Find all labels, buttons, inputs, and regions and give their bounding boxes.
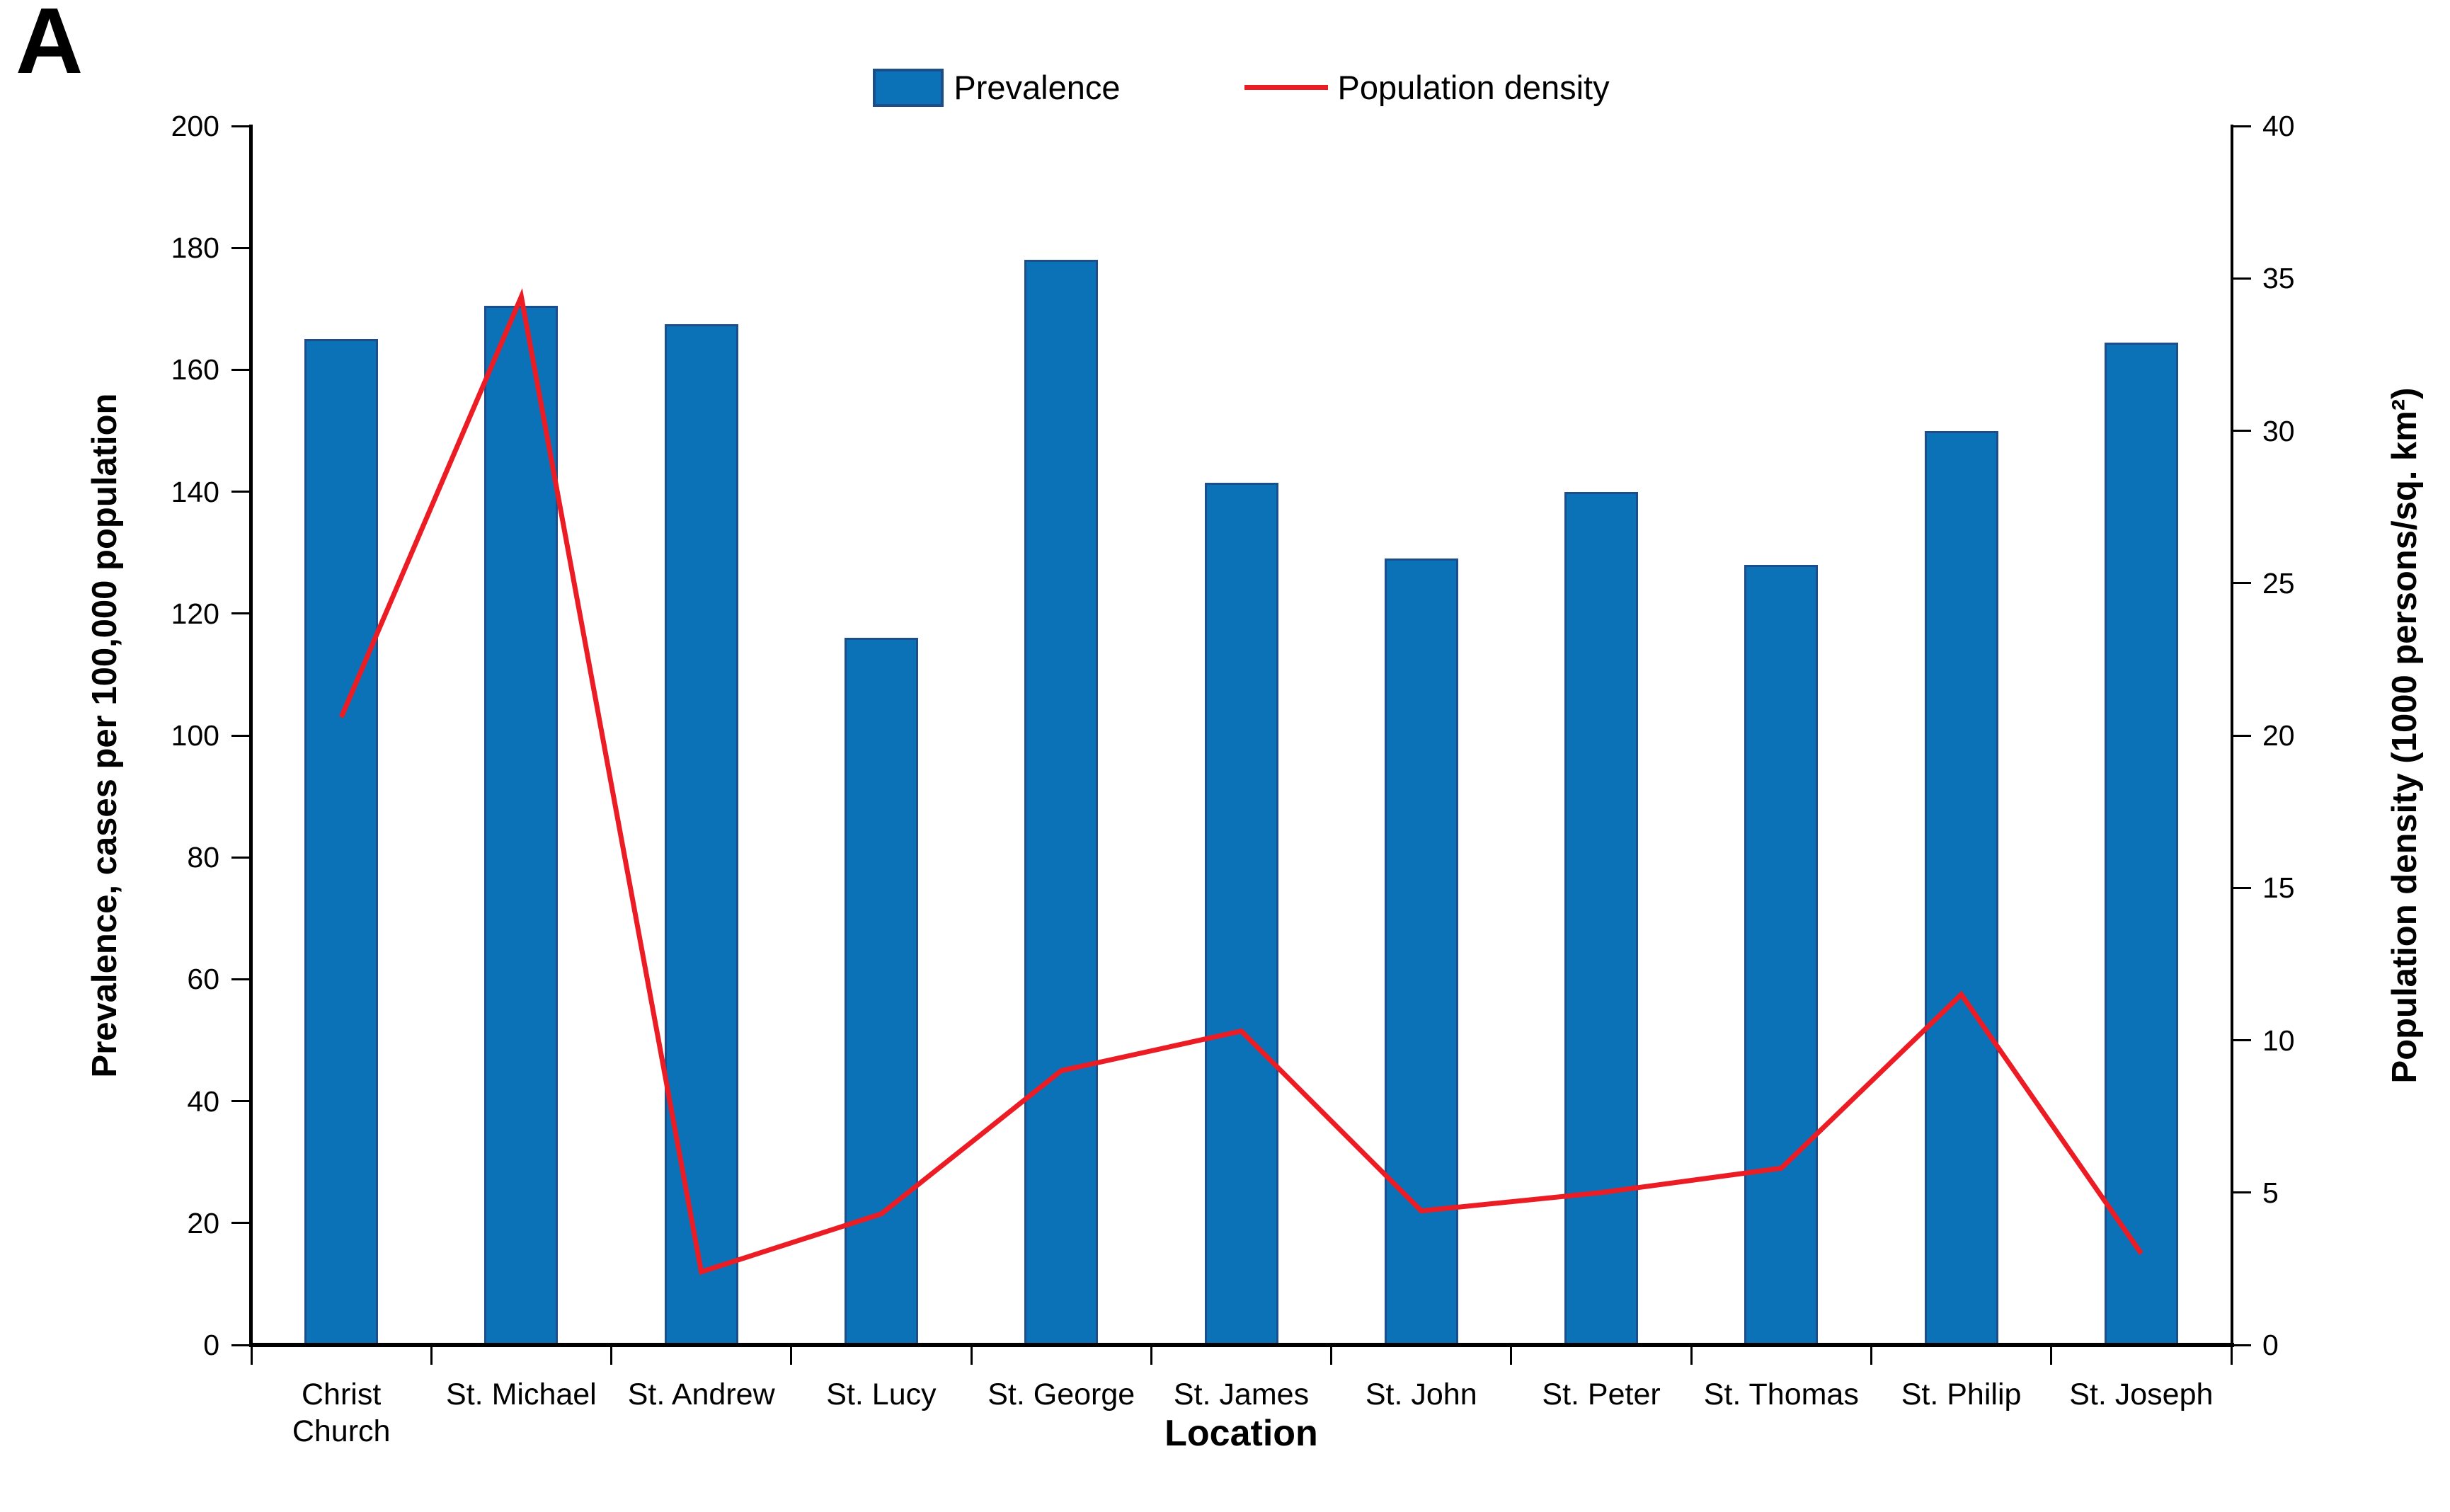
x-axis-tick <box>790 1345 793 1365</box>
right-axis-tick <box>2231 430 2251 432</box>
right-axis-tick-label: 40 <box>2262 110 2295 142</box>
left-axis-tick <box>231 246 251 249</box>
legend-label-prevalence: Prevalence <box>954 69 1121 106</box>
right-axis-tick-label: 5 <box>2262 1176 2279 1209</box>
x-axis-category-label: St. Thomas <box>1703 1378 1859 1411</box>
right-axis-tick <box>2231 886 2251 889</box>
population-density-line <box>338 288 2143 1276</box>
left-axis-tick-label: 140 <box>171 475 219 508</box>
right-axis-tick <box>2231 1039 2251 1041</box>
left-axis-tick <box>231 491 251 493</box>
x-axis-category-label: St. Michael <box>446 1378 597 1411</box>
x-axis-category-label: St. George <box>988 1378 1135 1411</box>
x-axis-tick <box>1870 1345 1872 1365</box>
x-axis-category-label: St. James <box>1173 1378 1310 1411</box>
x-axis-title: Location <box>1164 1413 1318 1454</box>
right-axis-tick-label: 10 <box>2262 1024 2295 1057</box>
x-axis-category-label: Christ Church <box>292 1378 391 1448</box>
x-axis-category-label: St. Lucy <box>826 1378 937 1411</box>
right-axis-tick-label: 35 <box>2262 262 2295 295</box>
right-axis-tick <box>2231 582 2251 585</box>
bar <box>844 638 918 1345</box>
x-axis-line <box>249 1343 2234 1347</box>
x-axis-tick <box>610 1345 613 1365</box>
left-axis-tick-label: 120 <box>171 597 219 630</box>
left-axis-tick-label: 100 <box>171 719 219 752</box>
bar <box>484 305 559 1345</box>
left-axis-tick <box>231 978 251 980</box>
right-axis-tick-label: 20 <box>2262 719 2295 752</box>
left-axis-tick-label: 0 <box>203 1329 219 1361</box>
bar <box>664 323 738 1345</box>
left-axis-tick <box>231 856 251 859</box>
x-axis-category-label: St. Joseph <box>2069 1378 2214 1411</box>
x-axis-category-label: St. Peter <box>1542 1378 1661 1411</box>
legend-item-prevalence: Prevalence <box>873 68 1121 107</box>
x-axis-category-label: St. Philip <box>1901 1378 2022 1411</box>
bar <box>1204 482 1278 1345</box>
x-axis-tick <box>1690 1345 1693 1365</box>
left-axis-tick-label: 80 <box>187 841 219 874</box>
right-axis-tick-label: 25 <box>2262 566 2295 600</box>
panel-label: A <box>16 0 85 93</box>
x-axis-tick <box>1330 1345 1333 1365</box>
legend-label-population-density: Population density <box>1337 69 1610 106</box>
bar <box>304 339 379 1345</box>
right-axis-tick-label: 30 <box>2262 414 2295 447</box>
bar <box>2104 342 2178 1345</box>
left-axis-tick <box>231 125 251 127</box>
bar <box>1384 559 1458 1345</box>
left-axis-tick-label: 180 <box>171 231 219 265</box>
left-axis-tick <box>231 368 251 371</box>
left-axis-tick <box>231 1344 251 1346</box>
prevalence-bar-swatch-icon <box>873 68 944 107</box>
x-axis-tick <box>250 1345 253 1365</box>
left-axis-tick-label: 160 <box>171 353 219 386</box>
x-axis-tick <box>1510 1345 1513 1365</box>
left-axis-tick-label: 200 <box>171 110 219 142</box>
left-axis-tick-label: 40 <box>187 1084 219 1118</box>
x-axis-tick <box>1150 1345 1152 1365</box>
legend-item-population-density: Population density <box>1244 68 1610 107</box>
right-axis-tick <box>2231 734 2251 737</box>
right-axis-tick-label: 15 <box>2262 871 2295 905</box>
x-axis-tick <box>2050 1345 2053 1365</box>
x-axis-category-label: St. Andrew <box>627 1378 775 1411</box>
legend: Prevalence Population density <box>251 68 2231 107</box>
left-axis-tick <box>231 1100 251 1103</box>
x-axis-tick <box>430 1345 433 1365</box>
left-axis-tick <box>231 1222 251 1225</box>
left-axis-tick <box>231 612 251 615</box>
left-axis-tick-label: 60 <box>187 963 219 996</box>
population-density-polyline <box>338 288 2143 1276</box>
left-axis-tick <box>231 734 251 737</box>
x-axis-tick <box>2230 1345 2233 1365</box>
bar <box>1924 430 1998 1345</box>
right-axis-tick <box>2231 277 2251 280</box>
right-axis-tick <box>2231 1344 2251 1346</box>
population-density-line-swatch-icon <box>1244 85 1328 90</box>
bar <box>1744 564 1819 1345</box>
left-axis-tick-label: 20 <box>187 1206 219 1239</box>
right-axis-tick <box>2231 125 2251 127</box>
x-axis-category-label: St. John <box>1365 1378 1477 1411</box>
x-axis-tick <box>970 1345 973 1365</box>
right-axis-tick <box>2231 1191 2251 1194</box>
right-axis-tick-label: 0 <box>2262 1329 2279 1361</box>
bar <box>1564 491 1639 1345</box>
